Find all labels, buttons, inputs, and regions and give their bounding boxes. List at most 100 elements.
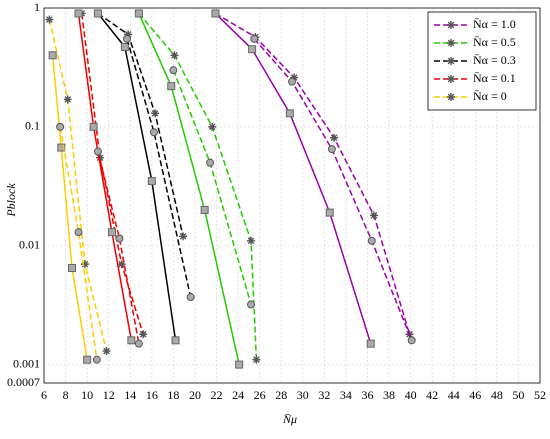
series-line xyxy=(214,12,372,344)
series-line xyxy=(59,126,98,360)
series-line xyxy=(48,19,108,352)
legend-label: N̄α = 0.1 xyxy=(473,71,516,85)
plot-frame xyxy=(43,7,541,384)
series-line xyxy=(126,38,192,298)
marker xyxy=(56,122,65,131)
marker xyxy=(134,339,143,348)
marker xyxy=(169,66,178,75)
series-line xyxy=(215,12,411,335)
plot-area xyxy=(45,9,416,369)
marker xyxy=(447,39,455,47)
marker xyxy=(330,133,339,142)
marker xyxy=(147,177,156,186)
marker xyxy=(167,82,176,91)
marker xyxy=(447,93,455,101)
marker xyxy=(447,21,455,29)
marker xyxy=(45,15,54,24)
x-tick-label: 20 xyxy=(189,388,201,402)
x-tick-label: 26 xyxy=(254,388,266,402)
marker xyxy=(92,355,101,364)
marker xyxy=(93,9,102,18)
marker xyxy=(211,9,220,18)
marker xyxy=(252,355,261,364)
marker xyxy=(80,260,89,269)
x-tick-label: 38 xyxy=(383,388,395,402)
marker xyxy=(124,30,133,39)
x-tick-label: 16 xyxy=(146,388,158,402)
x-tick-label: 6 xyxy=(41,388,47,402)
legend-label: N̄α = 1.0 xyxy=(473,17,516,31)
x-tick-label: 28 xyxy=(275,388,287,402)
marker xyxy=(102,347,111,356)
marker xyxy=(89,122,98,131)
x-tick-label: 8 xyxy=(63,388,69,402)
series-line xyxy=(51,55,88,360)
marker xyxy=(288,77,296,86)
marker xyxy=(327,145,336,154)
marker xyxy=(206,158,215,167)
marker xyxy=(93,147,102,156)
x-tick-label: 30 xyxy=(297,388,309,402)
marker xyxy=(171,336,180,345)
marker xyxy=(208,122,217,131)
marker xyxy=(107,228,116,237)
x-tick-label: 42 xyxy=(426,388,438,402)
y-tick-label: 0.1 xyxy=(25,119,40,133)
marker xyxy=(170,51,179,60)
x-tick-label: 14 xyxy=(124,388,136,402)
legend-label: N̄α = 0.5 xyxy=(473,35,516,49)
marker xyxy=(151,109,160,118)
x-tick-label: 50 xyxy=(512,388,524,402)
marker xyxy=(57,143,66,152)
x-tick-label: 48 xyxy=(491,388,503,402)
x-tick-label: 12 xyxy=(103,388,115,402)
x-tick-label: 36 xyxy=(361,388,373,402)
marker xyxy=(127,336,136,345)
x-tick-label: 24 xyxy=(232,388,244,402)
legend-label: N̄α = 0.3 xyxy=(473,53,516,67)
series-line xyxy=(138,13,240,365)
marker xyxy=(115,234,124,243)
y-tick-label: 0.01 xyxy=(19,237,40,251)
marker xyxy=(74,228,83,237)
marker xyxy=(235,360,244,369)
marker xyxy=(290,73,299,82)
x-tick-label: 40 xyxy=(405,388,417,402)
marker xyxy=(186,293,195,302)
marker xyxy=(325,208,334,217)
marker xyxy=(83,355,92,364)
x-tick-label: 46 xyxy=(469,388,481,402)
marker xyxy=(120,42,129,51)
series-line xyxy=(80,13,144,335)
marker xyxy=(248,45,257,54)
marker xyxy=(367,236,376,245)
series-line xyxy=(97,151,140,344)
marker xyxy=(48,51,57,60)
x-axis-label: N̄μ xyxy=(282,412,297,426)
marker xyxy=(447,57,455,65)
marker xyxy=(285,109,294,118)
x-tick-label: 18 xyxy=(167,388,179,402)
x-tick-label: 44 xyxy=(448,388,460,402)
marker xyxy=(117,260,126,269)
series-line xyxy=(97,12,177,341)
legend-box xyxy=(427,11,537,111)
marker xyxy=(247,300,256,309)
x-tick-label: 34 xyxy=(340,388,352,402)
x-tick-label: 22 xyxy=(211,388,223,402)
marker xyxy=(447,75,455,83)
marker xyxy=(149,128,158,137)
series-line xyxy=(77,13,133,341)
marker xyxy=(63,95,72,104)
marker xyxy=(200,205,209,214)
marker xyxy=(134,9,143,18)
marker xyxy=(369,211,378,220)
marker xyxy=(179,232,188,241)
marker xyxy=(139,330,148,339)
y-tick-label: 0.001 xyxy=(13,356,40,370)
y-axis-label: Pblock xyxy=(4,183,18,218)
x-tick-label: 32 xyxy=(318,388,330,402)
marker xyxy=(366,339,375,348)
y-tick-label: 0.0007 xyxy=(7,375,40,389)
